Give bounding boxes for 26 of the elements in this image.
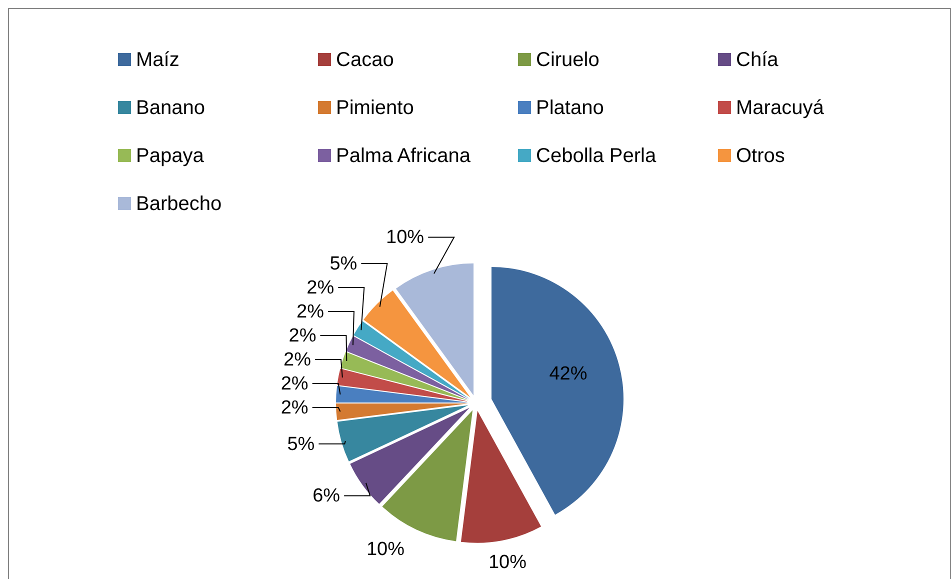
legend-label: Pimiento: [336, 97, 414, 119]
data-label: 2%: [306, 278, 334, 299]
data-label: 6%: [312, 486, 340, 507]
data-label: 2%: [288, 326, 316, 347]
data-label: 10%: [488, 552, 527, 574]
data-label: 42%: [549, 363, 588, 384]
data-label: 2%: [284, 350, 312, 371]
data-label: 2%: [280, 398, 308, 419]
legend-label: Palma Africana: [336, 145, 472, 167]
legend-label: Maracuyá: [736, 97, 825, 119]
data-label: 2%: [280, 374, 308, 395]
data-label: 5%: [330, 254, 358, 275]
legend-label: Cebolla Perla: [536, 145, 657, 167]
legend-label: Cacao: [336, 49, 394, 71]
data-label: 2%: [296, 302, 324, 323]
data-label: 10%: [386, 227, 424, 248]
legend-label: Barbecho: [136, 193, 222, 215]
legend-label: Papaya: [136, 145, 205, 167]
legend-label: Banano: [136, 97, 205, 119]
legend-label: Maíz: [136, 49, 180, 71]
legend-label: Platano: [536, 97, 604, 119]
data-label: 5%: [287, 434, 315, 455]
legend-label: Ciruelo: [536, 49, 600, 71]
data-label: 10%: [366, 539, 405, 560]
legend-label: Otros: [736, 145, 785, 167]
legend-label: Chía: [736, 49, 780, 71]
